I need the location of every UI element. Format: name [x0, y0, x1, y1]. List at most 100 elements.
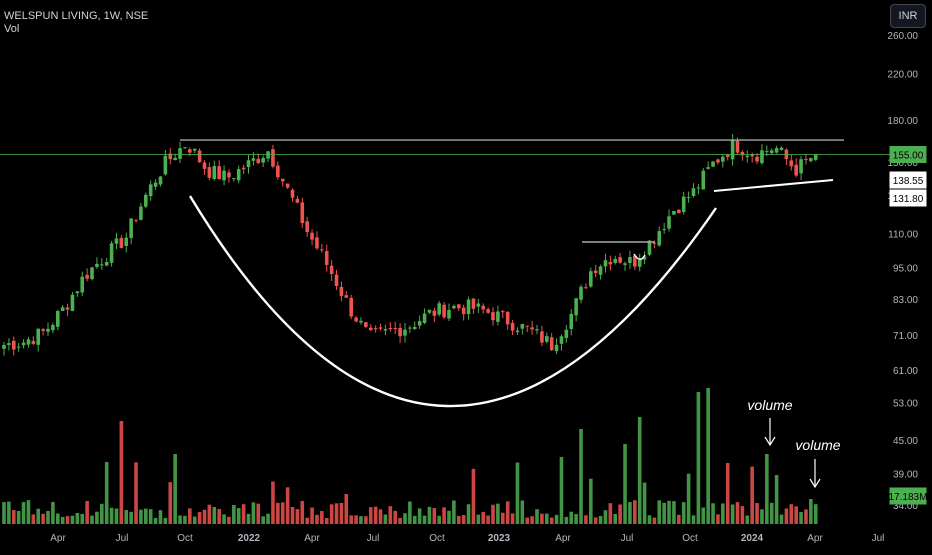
price-tick-label: 110.00: [888, 230, 918, 241]
volume-bar: [65, 516, 70, 524]
candle-body: [70, 294, 75, 311]
candle-body: [633, 255, 637, 267]
candle-body: [804, 158, 808, 160]
time-axis[interactable]: Apr Jul Oct 2022 Apr Jul Oct 2023 Apr Jul Oct 2024 A…: [50, 533, 884, 544]
candle-body: [324, 251, 329, 265]
candle-body: [584, 287, 588, 289]
cup-curve[interactable]: [188, 195, 717, 408]
candle-body: [393, 328, 397, 330]
volume-bar: [662, 502, 666, 524]
time-tick-label: Jul: [872, 533, 885, 544]
candle-body: [799, 159, 803, 174]
price-tick-label: 71.00: [893, 331, 918, 342]
volume-bar: [427, 506, 432, 524]
candle-body: [26, 339, 31, 345]
volume-bar: [388, 506, 393, 524]
volume-bar: [153, 517, 158, 524]
candle-body: [540, 331, 544, 343]
volume-bar: [114, 508, 119, 524]
candle-body: [158, 176, 163, 185]
volume-bar: [613, 513, 618, 524]
candle-body: [183, 147, 187, 149]
candle-body: [305, 221, 309, 232]
volume-bar: [652, 517, 657, 524]
drawing-price-label-2-bg: [889, 189, 927, 207]
volume-bar: [510, 513, 515, 524]
volume-bar: [505, 501, 510, 524]
candle-body: [7, 343, 11, 346]
candle-body: [706, 167, 710, 169]
volume-bar: [774, 475, 779, 524]
volume-bar: [735, 502, 740, 524]
volume-bar: [794, 506, 798, 524]
handle-support-line[interactable]: [713, 179, 834, 192]
volume-bar: [540, 513, 544, 524]
candle-body: [109, 243, 114, 263]
candle-body: [388, 328, 393, 330]
candle-body: [398, 327, 402, 337]
candle-body: [129, 218, 133, 239]
candle-body: [520, 323, 525, 329]
candle-body: [339, 286, 344, 296]
candle-body: [716, 159, 720, 163]
volume-bar: [183, 515, 187, 524]
candle-body: [90, 267, 94, 280]
candle-body: [246, 160, 251, 168]
candle-body: [212, 166, 217, 179]
annotations: volume volume: [747, 397, 841, 489]
candle-body: [461, 307, 466, 315]
candle-body: [740, 151, 745, 156]
candle-body: [530, 327, 534, 330]
drawing-price-label-2: 131.80: [893, 194, 924, 205]
time-tick-label: Oct: [682, 533, 698, 544]
drawings[interactable]: [0, 139, 890, 408]
volume-bar: [158, 510, 163, 524]
candle-body: [80, 276, 85, 293]
volume-bar: [280, 502, 285, 524]
volume-bar: [809, 499, 813, 524]
price-tick-label: 220.00: [887, 70, 918, 81]
candle-body: [730, 139, 735, 160]
volume-bar: [300, 500, 305, 524]
candle-body: [696, 187, 701, 189]
volume-bar: [496, 503, 500, 524]
volume-bar: [285, 487, 290, 524]
volume-bar: [359, 516, 363, 524]
volume-bar: [799, 512, 803, 524]
candle-body: [593, 270, 598, 274]
volume-bar: [217, 509, 221, 524]
volume-bar: [36, 508, 41, 524]
volume-bar: [716, 514, 720, 524]
volume-bar: [769, 502, 774, 524]
volume-bar: [16, 510, 21, 524]
volume-bar: [437, 515, 442, 524]
candle-body: [711, 161, 715, 167]
volume-bar: [535, 509, 539, 524]
candle-body: [163, 155, 168, 175]
candle-body: [329, 265, 334, 274]
volume-bar: [701, 507, 706, 524]
time-tick-label: Jul: [116, 533, 129, 544]
volume-bar: [466, 504, 471, 524]
candle-body: [549, 337, 554, 351]
candle-body: [427, 309, 432, 313]
candle-body: [251, 158, 256, 161]
candle-body: [535, 329, 539, 331]
volume-bar: [603, 510, 608, 524]
price-axis[interactable]: 260.00220.00180.00150.00130.00110.0095.0…: [887, 31, 918, 512]
candle-body: [452, 305, 456, 309]
price-tick-label: 83.00: [893, 295, 918, 306]
volume-bar: [383, 514, 388, 524]
volume-bar: [628, 501, 632, 524]
volume-bar: [295, 509, 300, 524]
volume-bar: [657, 500, 662, 524]
candle-body: [598, 266, 603, 275]
candle-body: [613, 258, 618, 263]
volume-bar: [80, 513, 85, 524]
volume-bar: [378, 509, 383, 524]
currency-button[interactable]: INR: [890, 4, 926, 28]
price-tick-label: 34.00: [893, 501, 918, 512]
volume-bar: [574, 513, 578, 524]
